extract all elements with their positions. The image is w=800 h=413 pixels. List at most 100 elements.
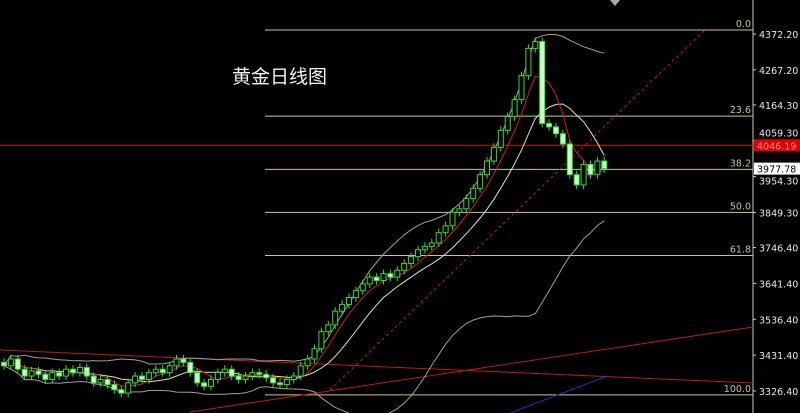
candle-body [518, 75, 525, 101]
candle-body [325, 324, 332, 333]
candle-body [201, 382, 208, 387]
candle-body [339, 303, 346, 312]
moving-average-fast [3, 75, 605, 387]
candle-body [173, 358, 180, 367]
y-tick-label: 4372.20 [759, 30, 798, 41]
candle-body [139, 375, 145, 380]
candle-body [1, 361, 7, 367]
fib-level-label: 100.0 [724, 384, 751, 395]
candle-body [566, 143, 573, 176]
candle-body [601, 160, 608, 170]
y-tick-label: 3954.30 [759, 177, 798, 188]
y-tick-label: 4164.30 [759, 101, 798, 112]
candle-body [42, 373, 49, 380]
candle-body [263, 373, 270, 379]
alert-price-tag [754, 139, 800, 152]
y-tick-label: 3536.40 [759, 315, 798, 326]
candle-body [304, 358, 311, 367]
candle-body [104, 378, 111, 386]
candle-body [470, 187, 477, 200]
candle-body [242, 375, 249, 380]
y-tick-label: 3849.30 [759, 208, 798, 219]
candle-body [490, 146, 497, 162]
candle-body [484, 160, 490, 176]
candle-body [394, 269, 401, 278]
candle-body [28, 370, 35, 377]
candle-body [525, 47, 532, 77]
ascending-trendline [189, 326, 754, 413]
blue-trendline [509, 376, 606, 413]
candle-body [221, 368, 228, 374]
candle-body [90, 375, 97, 384]
y-tick-label: 3431.40 [759, 351, 798, 362]
candle-body [442, 225, 449, 234]
candle-body [511, 99, 518, 118]
candle-body [559, 133, 566, 145]
candle-body [56, 372, 63, 377]
candle-body [76, 367, 83, 374]
current-price-label: 3977.78 [757, 165, 796, 176]
candle-body [456, 208, 463, 213]
candle-body [504, 116, 511, 131]
candle-body [35, 370, 42, 375]
candle-body [249, 372, 256, 377]
candle-body [580, 163, 587, 186]
candle-body [187, 361, 194, 374]
candle-body [63, 368, 70, 377]
alert-price-label: 4046.19 [757, 141, 796, 152]
candle-body [277, 382, 283, 386]
candle-body [332, 310, 339, 326]
candle-body [352, 290, 359, 299]
candle-body [21, 368, 28, 377]
candle-body [159, 368, 166, 374]
candle-body [70, 368, 76, 374]
candle-body [152, 368, 159, 374]
y-tick-label: 4059.30 [759, 128, 798, 139]
fib-level-label: 50.0 [730, 201, 751, 212]
candle-body [408, 256, 415, 264]
candle-body [532, 41, 539, 49]
candle-body [449, 211, 456, 227]
candle-body [235, 375, 242, 380]
candle-body [415, 249, 421, 258]
candle-body [283, 378, 290, 386]
candle-body [132, 375, 139, 384]
candle-body [366, 276, 373, 285]
candle-body [270, 377, 277, 384]
descending-trendline [0, 349, 754, 384]
y-tick-label: 4267.20 [759, 66, 798, 77]
candle-body [546, 122, 553, 128]
candle-body [111, 384, 118, 391]
chart-title: 黄金日线图 [232, 66, 328, 88]
candle-body [594, 160, 601, 176]
candle-body [318, 331, 325, 350]
fib-level-label: 0.0 [736, 19, 751, 30]
candle-body [118, 389, 125, 394]
candle-body [194, 372, 201, 384]
fib-level-label: 23.6 [730, 105, 751, 116]
candle-body [539, 41, 546, 124]
y-tick-label: 3641.40 [759, 279, 798, 290]
candle-body [180, 358, 187, 363]
candle-body [401, 262, 408, 271]
candle-body [166, 365, 173, 374]
candle-body [49, 372, 56, 380]
shift-marker-icon [610, 0, 620, 6]
candle-body [311, 348, 318, 360]
dashed-channel-line [329, 29, 706, 391]
candle-body [428, 242, 435, 247]
y-tick-label: 3326.40 [759, 387, 798, 398]
candle-body [387, 273, 394, 278]
candle-body [477, 174, 484, 189]
y-tick-label: 3746.40 [759, 244, 798, 255]
candle-body [573, 174, 580, 186]
current-price-tag [754, 162, 800, 175]
candle-body [208, 378, 214, 387]
candle-body [256, 372, 263, 375]
fib-level-label: 61.8 [730, 244, 751, 255]
candle-body [83, 367, 90, 377]
candle-body [497, 129, 504, 148]
candle-body [297, 365, 304, 377]
